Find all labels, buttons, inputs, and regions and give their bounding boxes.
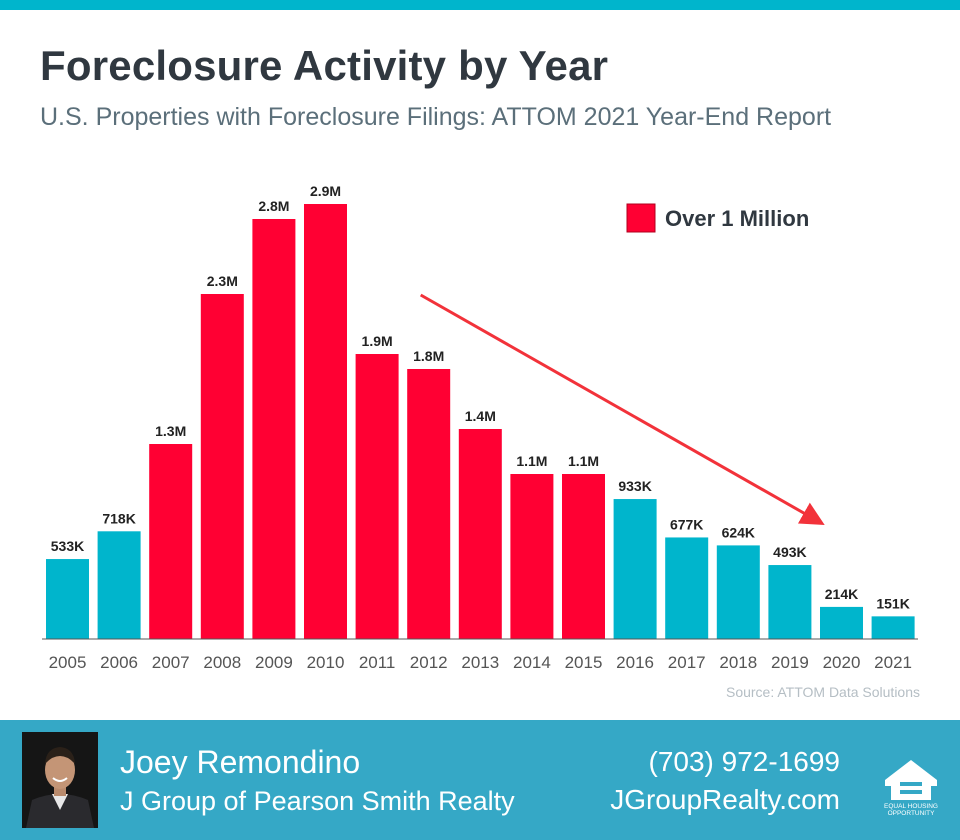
website-link[interactable]: JGroupRealty.com (610, 784, 840, 815)
bar-2010 (304, 204, 347, 639)
bar-2013 (458, 429, 502, 639)
bar-label-2019: 493K (773, 544, 806, 560)
bar-label-2007: 1.3M (155, 423, 186, 439)
bar-2005 (46, 559, 89, 639)
x-tick-2009: 2009 (255, 653, 293, 672)
x-tick-2012: 2012 (410, 653, 448, 672)
bar-2018 (716, 545, 760, 639)
bar-2017 (665, 537, 709, 639)
bar-2020 (820, 606, 863, 639)
x-tick-2018: 2018 (719, 653, 757, 672)
bar-2019 (768, 565, 812, 639)
x-tick-2010: 2010 (307, 653, 345, 672)
bar-label-2017: 677K (670, 516, 703, 532)
x-tick-2020: 2020 (823, 653, 861, 672)
bar-label-2008: 2.3M (207, 273, 238, 289)
legend-swatch (626, 203, 656, 233)
phone-number[interactable]: (703) 972-1699 (648, 746, 840, 777)
bar-label-2005: 533K (51, 538, 84, 554)
bar-chart: 533K 718K 1.3M 2.3M 2.8M 2.9M 1.9M 1.8M 1.4M 1.1M… (42, 183, 918, 672)
x-tick-2008: 2008 (203, 653, 241, 672)
bar-2014 (510, 474, 554, 639)
bar-2011 (355, 354, 399, 639)
source-note: Source: ATTOM Data Solutions (725, 684, 920, 700)
bar-2012 (407, 369, 451, 639)
x-tick-2014: 2014 (513, 653, 551, 672)
bar-2021 (871, 616, 915, 639)
bar-label-2018: 624K (722, 524, 755, 540)
bar-label-2015: 1.1M (568, 453, 599, 469)
legend-label: Over 1 Million (665, 206, 809, 231)
x-tick-2011: 2011 (359, 653, 396, 672)
equal-housing-text-line1: EQUAL HOUSING (884, 803, 938, 810)
bar-2006 (97, 531, 141, 639)
x-tick-2006: 2006 (100, 653, 138, 672)
agent-avatar (22, 732, 98, 828)
bar-2016 (613, 499, 657, 639)
x-tick-2017: 2017 (668, 653, 706, 672)
top-accent-stripe (0, 0, 960, 10)
bar-2007 (149, 444, 193, 639)
chart-subtitle: U.S. Properties with Foreclosure Filings… (40, 103, 832, 131)
company-name: J Group of Pearson Smith Realty (120, 786, 515, 816)
x-tick-2015: 2015 (565, 653, 603, 672)
bar-label-2009: 2.8M (258, 198, 289, 214)
bar-2009 (252, 219, 296, 639)
bar-label-2012: 1.8M (413, 348, 444, 364)
bar-2015 (562, 474, 605, 639)
bar-label-2016: 933K (618, 478, 651, 494)
x-tick-2005: 2005 (49, 653, 87, 672)
agent-footer: Joey Remondino J Group of Pearson Smith … (0, 720, 960, 840)
downward-trend-arrow (419, 293, 825, 525)
bar-label-2010: 2.9M (310, 183, 341, 199)
bar-label-2013: 1.4M (465, 408, 496, 424)
equal-housing-text-line2: OPPORTUNITY (888, 810, 935, 817)
bar-label-2014: 1.1M (516, 453, 547, 469)
agent-name: Joey Remondino (120, 744, 361, 780)
bar-2008 (200, 294, 244, 639)
bar-label-2011: 1.9M (362, 333, 393, 349)
x-tick-2013: 2013 (461, 653, 499, 672)
bar-label-2006: 718K (102, 510, 135, 526)
equal-housing-icon: EQUAL HOUSING OPPORTUNITY (884, 760, 938, 817)
bar-label-2021: 151K (876, 595, 909, 611)
x-tick-2016: 2016 (616, 653, 654, 672)
x-tick-2019: 2019 (771, 653, 809, 672)
x-tick-2007: 2007 (152, 653, 190, 672)
legend: Over 1 Million (626, 203, 809, 233)
bar-label-2020: 214K (825, 586, 858, 602)
x-tick-2021: 2021 (874, 653, 912, 672)
chart-title: Foreclosure Activity by Year (40, 42, 609, 89)
